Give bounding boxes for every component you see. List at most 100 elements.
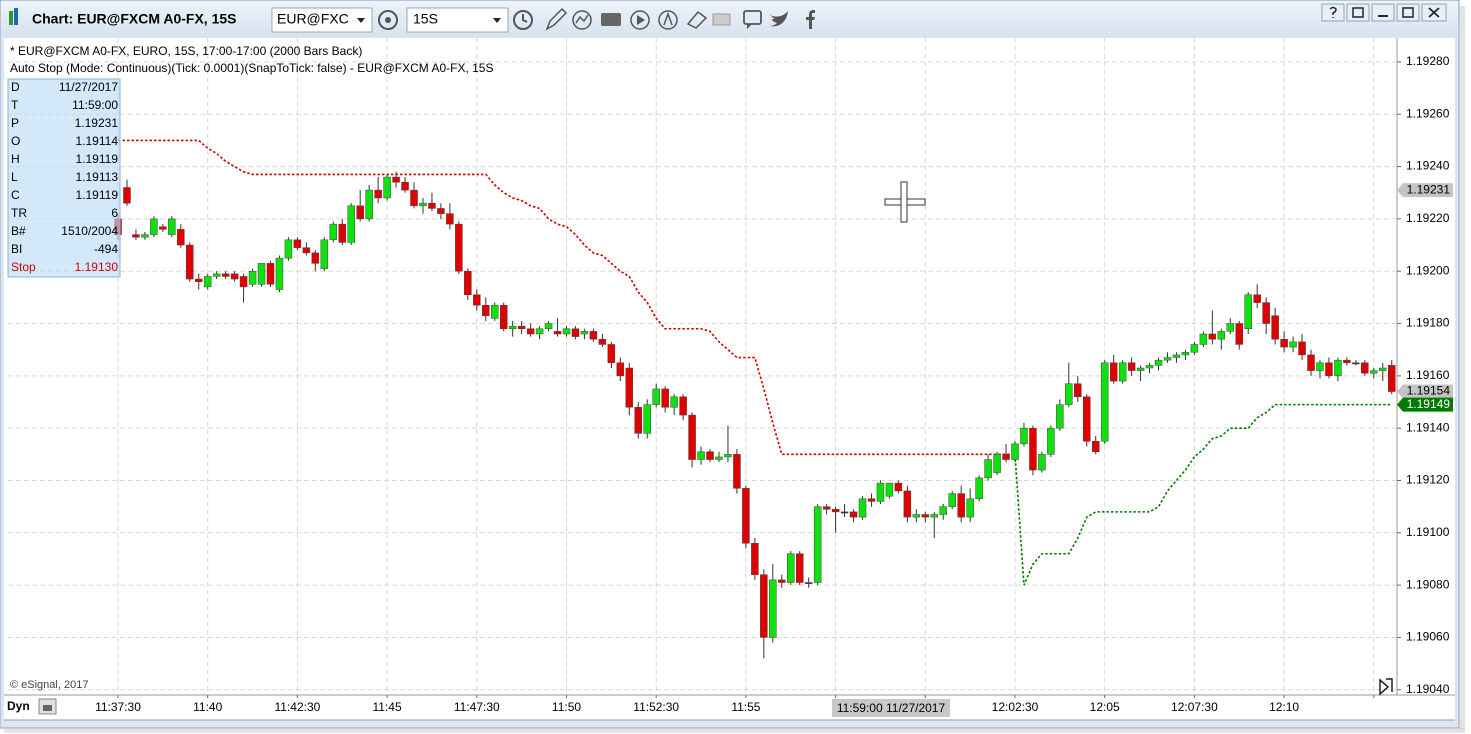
maximize-glyph	[1402, 7, 1414, 18]
settings-icon[interactable]	[378, 10, 398, 30]
candle-body	[419, 202, 427, 207]
candle-body	[813, 506, 822, 583]
link-glyph	[1352, 7, 1364, 18]
candle-body	[894, 482, 903, 492]
candle-body	[392, 176, 400, 183]
candle-body	[248, 270, 257, 285]
get-icon[interactable]	[601, 13, 621, 26]
candle-body	[1029, 427, 1037, 471]
y-tick-label: 1.19240	[1406, 159, 1450, 173]
candle-body	[1190, 344, 1199, 353]
dropdown-arrow[interactable]	[357, 18, 365, 23]
y-tick-label: 1.19140	[1406, 420, 1450, 434]
info-value: 6	[111, 206, 118, 220]
candle-body	[993, 454, 1001, 473]
info-value: -494	[94, 242, 118, 256]
candle-body	[679, 396, 687, 416]
candle-body	[1109, 362, 1118, 382]
candle-body	[329, 223, 338, 241]
y-tick-label: 1.19080	[1406, 577, 1450, 591]
study-icon[interactable]	[575, 14, 589, 24]
dropdown-arrow[interactable]	[493, 18, 501, 23]
mode-label[interactable]: Dyn	[7, 699, 30, 713]
interval-box[interactable]	[406, 7, 509, 33]
candle-body	[930, 514, 939, 518]
symbol-input[interactable]: EUR@FXC	[277, 11, 349, 27]
candle-body	[338, 223, 346, 243]
candle-body	[957, 493, 965, 518]
facebook-icon[interactable]	[806, 10, 815, 29]
candle-body	[1235, 323, 1243, 345]
candle-body	[1083, 396, 1091, 442]
candle-body	[625, 367, 634, 408]
cursor-time: 11:59:00 11/27/2017	[837, 701, 946, 715]
candle-body	[1208, 333, 1217, 340]
chart-subtitle: Auto Stop (Mode: Continuous)(Tick: 0.000…	[10, 61, 493, 75]
y-tick-label: 1.19100	[1406, 525, 1450, 539]
play-icon[interactable]	[637, 15, 645, 25]
stop-line	[118, 139, 1015, 456]
candle-body	[1280, 338, 1288, 348]
candle-body	[1163, 357, 1172, 361]
candle-body	[670, 396, 678, 408]
alert-icon[interactable]	[663, 11, 673, 26]
link-button[interactable]	[1346, 3, 1370, 22]
window-shadow	[4, 728, 1465, 733]
study-icon[interactable]	[572, 10, 592, 30]
candle-body	[499, 304, 508, 330]
candle-body	[464, 270, 472, 296]
minimize-button[interactable]	[1371, 3, 1395, 22]
window-shadow	[1459, 6, 1465, 730]
maximize-button[interactable]	[1396, 3, 1420, 22]
twitter-icon[interactable]	[770, 11, 788, 27]
candle-body	[751, 543, 759, 575]
candle-body	[1244, 294, 1252, 330]
comment-icon[interactable]	[743, 10, 762, 25]
candle-body	[804, 582, 813, 584]
candle-body	[975, 477, 983, 500]
candle-body	[168, 218, 176, 235]
candle-body	[867, 498, 876, 502]
candle-body	[455, 223, 463, 272]
candle-body	[1047, 427, 1055, 455]
info-value: 1.19119	[76, 188, 119, 202]
candle-body	[1352, 362, 1360, 365]
draw-icon[interactable]	[545, 7, 568, 31]
interval-input[interactable]: 15S	[413, 11, 438, 27]
efs-icon[interactable]	[712, 13, 731, 26]
comment-icon[interactable]	[747, 24, 752, 29]
link-icon[interactable]	[686, 10, 708, 29]
play-icon[interactable]	[630, 10, 650, 30]
candle-body	[311, 252, 320, 264]
candle-body	[1370, 370, 1378, 374]
x-tick-label: 12:02:30	[992, 700, 1039, 714]
info-label: C	[11, 188, 20, 202]
y-tick-label: 1.19040	[1406, 682, 1450, 696]
alert-icon[interactable]	[658, 10, 678, 30]
candle-body	[733, 454, 741, 489]
info-label: P	[11, 116, 19, 130]
time-icon[interactable]	[522, 14, 528, 23]
candle-body	[661, 388, 669, 408]
candle-body	[1343, 359, 1351, 364]
candle-body	[284, 239, 293, 259]
chart-panel	[4, 38, 1455, 695]
candle-body	[607, 344, 616, 364]
y-tick-label: 1.19200	[1406, 263, 1450, 277]
time-icon[interactable]	[513, 10, 533, 30]
candle-body	[1002, 454, 1010, 460]
candle-body	[1127, 362, 1136, 371]
settings-icon[interactable]	[385, 17, 391, 23]
candle-body	[266, 263, 275, 285]
candle-body	[428, 202, 436, 209]
candle-body	[1181, 352, 1190, 356]
scroll-end-icon[interactable]	[1379, 678, 1393, 696]
stop-price-label-bg	[1397, 397, 1453, 412]
candle-body	[132, 234, 140, 238]
symbol-box[interactable]	[271, 7, 373, 33]
info-label: L	[11, 170, 18, 184]
candle-body	[347, 205, 355, 243]
y-tick-label: 1.19260	[1406, 106, 1450, 120]
candle-body	[688, 414, 696, 460]
candle-body	[1387, 365, 1396, 392]
